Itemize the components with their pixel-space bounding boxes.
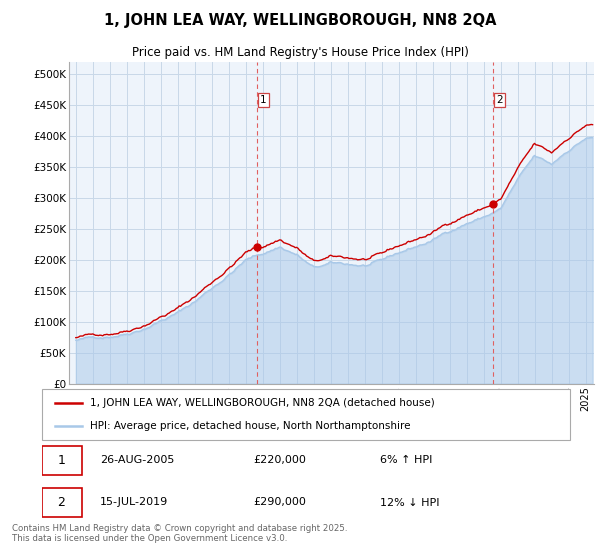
Text: 26-AUG-2005: 26-AUG-2005 [100, 455, 175, 465]
Text: 2: 2 [58, 496, 65, 509]
Text: 1, JOHN LEA WAY, WELLINGBOROUGH, NN8 2QA: 1, JOHN LEA WAY, WELLINGBOROUGH, NN8 2QA [104, 13, 496, 28]
Text: HPI: Average price, detached house, North Northamptonshire: HPI: Average price, detached house, Nort… [89, 421, 410, 431]
Text: Price paid vs. HM Land Registry's House Price Index (HPI): Price paid vs. HM Land Registry's House … [131, 46, 469, 59]
Text: £220,000: £220,000 [253, 455, 306, 465]
FancyBboxPatch shape [42, 446, 82, 475]
Text: 1: 1 [260, 95, 267, 105]
FancyBboxPatch shape [42, 488, 82, 517]
Text: 2: 2 [496, 95, 503, 105]
FancyBboxPatch shape [42, 389, 570, 440]
Text: Contains HM Land Registry data © Crown copyright and database right 2025.
This d: Contains HM Land Registry data © Crown c… [12, 524, 347, 543]
Text: 12% ↓ HPI: 12% ↓ HPI [380, 497, 439, 507]
Text: 6% ↑ HPI: 6% ↑ HPI [380, 455, 432, 465]
Text: £290,000: £290,000 [253, 497, 306, 507]
Text: 1, JOHN LEA WAY, WELLINGBOROUGH, NN8 2QA (detached house): 1, JOHN LEA WAY, WELLINGBOROUGH, NN8 2QA… [89, 398, 434, 408]
Text: 1: 1 [58, 454, 65, 467]
Text: 15-JUL-2019: 15-JUL-2019 [100, 497, 169, 507]
